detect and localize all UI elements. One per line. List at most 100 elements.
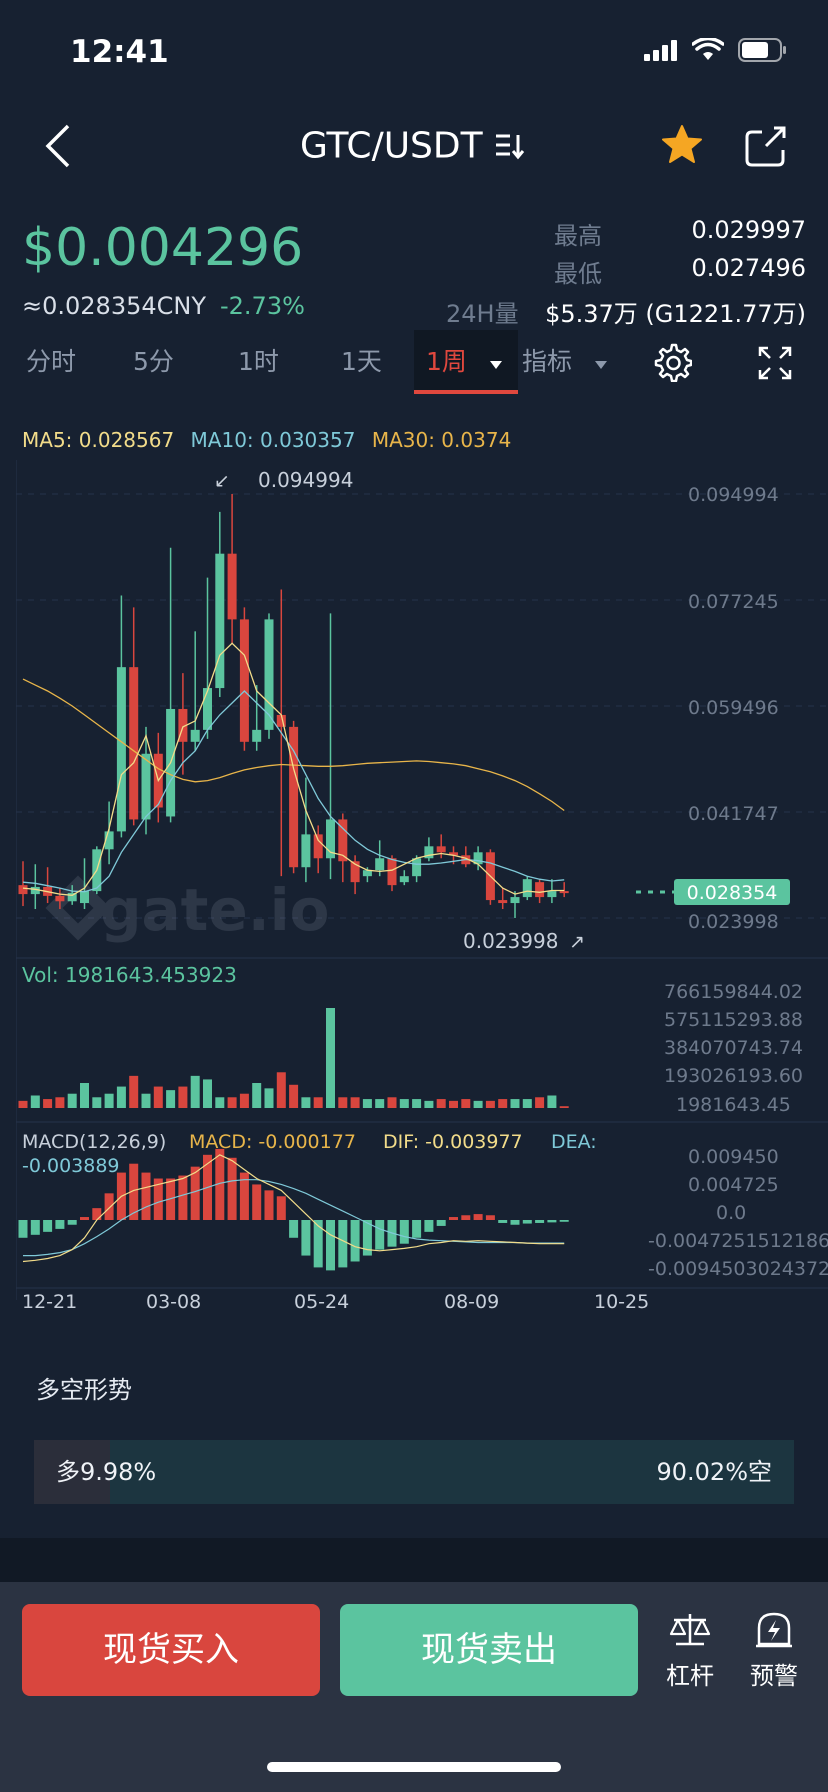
volume-bar [178, 1086, 188, 1108]
candle-body [141, 753, 151, 820]
ma30-legend: MA30: 0.0374 [371, 428, 512, 452]
candle-body [67, 892, 77, 902]
gate-io-watermark: gate.io [45, 875, 329, 944]
signal-icon [644, 40, 677, 61]
volume-bar [104, 1093, 114, 1108]
star-icon[interactable] [660, 124, 704, 166]
candle-body [239, 619, 249, 742]
macd-bar [301, 1220, 311, 1256]
ma30-line [22, 678, 565, 812]
macd-axis-label: -0.0094503024372 [648, 1258, 828, 1280]
volume-bar [55, 1097, 65, 1108]
candle-body [252, 729, 262, 742]
low-value: 0.027496 [691, 254, 806, 282]
macd-bar [43, 1220, 53, 1232]
sort-list-icon [496, 134, 525, 160]
volume-bar [412, 1099, 422, 1108]
candle-body [350, 861, 360, 883]
tab-timeline[interactable]: 分时 [26, 347, 77, 376]
volume-bar [535, 1097, 545, 1108]
candle-body [326, 819, 335, 859]
gear-icon[interactable] [652, 342, 692, 382]
candle-body [190, 729, 200, 742]
tab-1hour[interactable]: 1时 [238, 347, 279, 376]
volume-label: 24H量 [446, 300, 519, 328]
candle-body [473, 852, 483, 865]
volume-bar [153, 1086, 163, 1108]
macd-bar [424, 1220, 434, 1232]
price-axis-label: 0.041747 [688, 803, 779, 825]
macd-bar [18, 1220, 28, 1238]
volume-bar [375, 1099, 385, 1108]
volume-bar [326, 1008, 335, 1108]
candle-body [399, 876, 409, 883]
macd-bar [535, 1220, 545, 1223]
macd-bar [510, 1220, 520, 1225]
spot-sell-button[interactable]: 现货卖出 [340, 1604, 638, 1696]
pair-switcher[interactable]: GTC/USDT [0, 124, 828, 167]
volume-legend: Vol: 1981643.453923 [22, 963, 237, 987]
back-button[interactable] [44, 124, 74, 168]
macd-bar [522, 1220, 532, 1224]
volume-bar [436, 1099, 446, 1108]
date-label: 03-08 [146, 1291, 201, 1313]
caret-down-icon [594, 361, 607, 369]
volume-axis-label: 1981643.45 [676, 1094, 791, 1116]
kline-chart[interactable]: gate.io 0.094994 0.077245 0.059496 0.041… [16, 460, 828, 1320]
volume-bar [313, 1097, 323, 1108]
tab-1week[interactable]: 1周 [414, 330, 518, 394]
candle-body [116, 667, 126, 832]
fullscreen-icon[interactable] [758, 346, 792, 380]
candle-body [215, 553, 225, 689]
tab-indicators[interactable]: 指标 [522, 330, 608, 394]
macd_dif-line [22, 1154, 565, 1263]
cny-price: ≈0.028354CNY [22, 292, 206, 320]
volume-bar [399, 1099, 409, 1108]
candle-body [412, 858, 422, 877]
macd-bar [461, 1215, 471, 1220]
volume-bar [449, 1100, 458, 1108]
candle-body [362, 870, 372, 877]
macd-bar [289, 1220, 299, 1238]
macd-bar [350, 1220, 360, 1262]
volume-bar [215, 1097, 225, 1108]
candle-body [498, 900, 508, 904]
low-label: 最低 [554, 260, 602, 288]
tab-1day[interactable]: 1天 [341, 347, 382, 376]
caret-down-icon [489, 361, 502, 369]
macd-axis-label: 0.009450 [688, 1146, 779, 1168]
long-short-title: 多空形势 [36, 1376, 132, 1404]
macd-bar [80, 1217, 89, 1220]
candle-body [313, 834, 323, 859]
macd-bar [338, 1220, 348, 1268]
status-icons [644, 38, 788, 62]
volume-bar [67, 1093, 77, 1108]
wifi-icon [692, 38, 724, 60]
volume-bar [92, 1097, 102, 1108]
volume-bar [289, 1084, 299, 1108]
leverage-button[interactable]: 杠杆 [660, 1610, 720, 1691]
macd-chart [18, 1148, 569, 1271]
long-short-bar: 多9.98% 90.02%空 [34, 1440, 794, 1504]
volume-bar [350, 1097, 360, 1108]
volume-bar [190, 1075, 200, 1108]
ma-lines [22, 642, 565, 896]
high-label: 最高 [554, 222, 602, 250]
volume-bar [473, 1100, 483, 1108]
macd-bar [399, 1220, 409, 1244]
macd-bar [559, 1220, 569, 1222]
volume-bar [30, 1095, 40, 1108]
tab-5min[interactable]: 5分 [133, 347, 174, 376]
volume-bars [18, 1008, 569, 1108]
macd-bar [55, 1220, 65, 1229]
volume-bar [129, 1075, 139, 1108]
alert-button[interactable]: 预警 [744, 1610, 804, 1691]
share-icon[interactable] [744, 124, 788, 168]
macd_dea-line [23, 1179, 565, 1257]
price-change: -2.73% [220, 292, 305, 320]
price-axis-label: 0.059496 [688, 697, 779, 719]
spot-buy-button[interactable]: 现货买入 [22, 1604, 320, 1696]
volume-bar [276, 1072, 286, 1108]
volume-bar [239, 1093, 249, 1108]
macd-bar [326, 1220, 335, 1271]
